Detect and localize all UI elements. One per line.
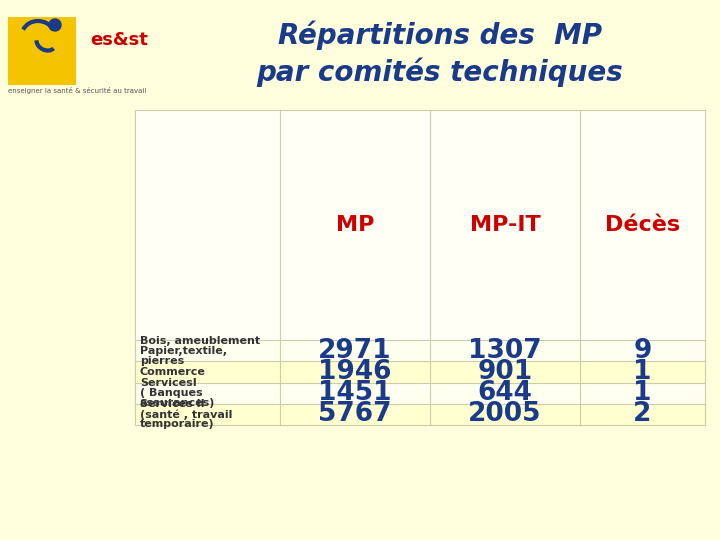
Bar: [135, 361, 705, 382]
Text: 1307: 1307: [468, 338, 542, 363]
Text: (santé , travail: (santé , travail: [140, 409, 233, 420]
Text: 1451: 1451: [318, 380, 392, 406]
Bar: [135, 110, 705, 425]
Text: MP: MP: [336, 215, 374, 235]
Text: MP-IT: MP-IT: [469, 215, 541, 235]
Text: 1946: 1946: [318, 359, 392, 385]
Circle shape: [49, 19, 61, 31]
Text: 2971: 2971: [318, 338, 392, 363]
Bar: [135, 382, 705, 404]
Text: enseigner la santé & sécurité au travail: enseigner la santé & sécurité au travail: [8, 86, 146, 93]
Bar: [135, 340, 705, 361]
Text: 1: 1: [634, 359, 652, 385]
Text: Papier,textile,: Papier,textile,: [140, 346, 227, 356]
Text: assurances): assurances): [140, 398, 215, 408]
Text: 2005: 2005: [468, 401, 541, 427]
Text: Décès: Décès: [605, 215, 680, 235]
Bar: [135, 404, 705, 425]
Text: 901: 901: [477, 359, 533, 385]
Bar: [8, 17, 76, 85]
Text: temporaire): temporaire): [140, 420, 215, 429]
Text: Commerce: Commerce: [140, 367, 206, 377]
Text: Bois, ameublement: Bois, ameublement: [140, 336, 260, 346]
Text: ServicesI: ServicesI: [140, 378, 197, 388]
Text: Répartitions des  MP: Répartitions des MP: [278, 20, 602, 50]
Text: 1: 1: [634, 380, 652, 406]
Text: 9: 9: [634, 338, 652, 363]
Text: ( Banques: ( Banques: [140, 388, 202, 398]
Text: Services II: Services II: [140, 400, 204, 409]
Text: par comités techniques: par comités techniques: [256, 57, 624, 87]
Text: pierres: pierres: [140, 356, 184, 366]
Text: es&st: es&st: [90, 31, 148, 49]
Text: 644: 644: [477, 380, 532, 406]
Text: 5767: 5767: [318, 401, 392, 427]
Text: 2: 2: [634, 401, 652, 427]
